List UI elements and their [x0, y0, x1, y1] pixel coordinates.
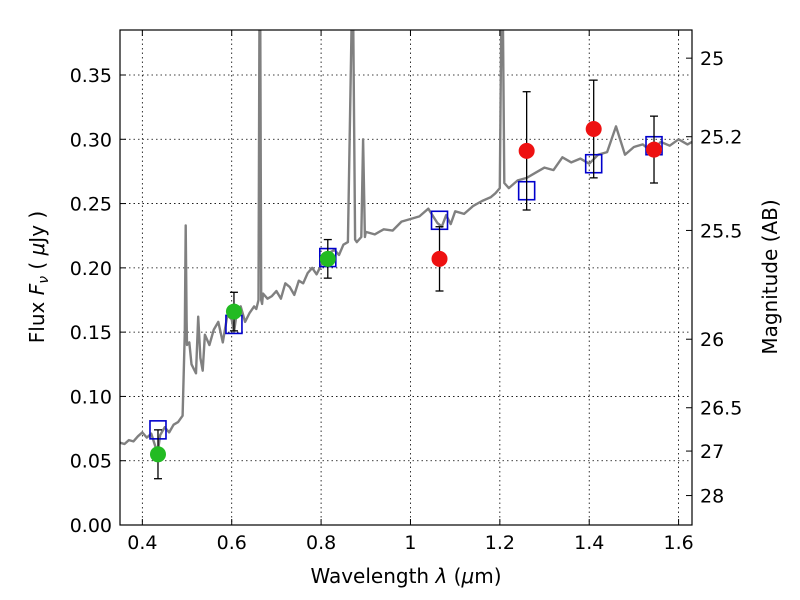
plot-area [120, 30, 692, 480]
infrared-point [518, 142, 535, 159]
infrared-point [585, 121, 602, 137]
x-tick-label: 0.6 [217, 532, 247, 554]
y2-axis-label: Magnitude (AB) [758, 199, 782, 354]
plot-frame [119, 29, 693, 526]
optical-point [225, 303, 242, 320]
y-tick-label: 0.05 [70, 451, 112, 473]
x-axis-label: Wavelength λ (μm) [310, 564, 501, 588]
infrared-point [431, 250, 448, 267]
y2-tick-label: 27 [700, 441, 724, 463]
y2-tick-label: 25 [700, 48, 724, 70]
y-axis-label: Flux Fν ( μJy ) [25, 211, 52, 343]
x-tick-label: 0.8 [306, 532, 336, 554]
y2-tick-label: 28 [700, 486, 724, 508]
axis-ticks: 0.4 0.6 0.8 1 1.2 1.4 1.6 0.00 0.05 0.10 0.15 0.20 0… [70, 30, 742, 554]
optical-point [149, 446, 166, 463]
y-tick-label: 0.10 [70, 386, 112, 408]
y2-tick-label: 26.5 [700, 398, 742, 420]
optical-point [319, 250, 336, 267]
y-tick-label: 0.00 [70, 515, 112, 537]
grid [120, 30, 692, 526]
infrared-point [646, 141, 663, 158]
y-tick-label: 0.25 [70, 194, 112, 216]
y2-tick-label: 25.5 [700, 220, 742, 242]
x-tick-label: 1.6 [663, 532, 693, 554]
y2-tick-label: 26 [700, 329, 724, 351]
y-tick-label: 0.35 [70, 65, 112, 87]
y-tick-label: 0.30 [70, 129, 112, 151]
y-tick-label: 0.20 [70, 258, 112, 280]
y2-tick-label: 25.2 [700, 127, 742, 149]
x-tick-label: 1.2 [485, 532, 515, 554]
x-tick-label: 1 [404, 532, 416, 554]
y-tick-label: 0.15 [70, 322, 112, 344]
x-tick-label: 1.4 [574, 532, 604, 554]
x-tick-label: 0.4 [127, 532, 157, 554]
spectrum-line [120, 30, 692, 452]
